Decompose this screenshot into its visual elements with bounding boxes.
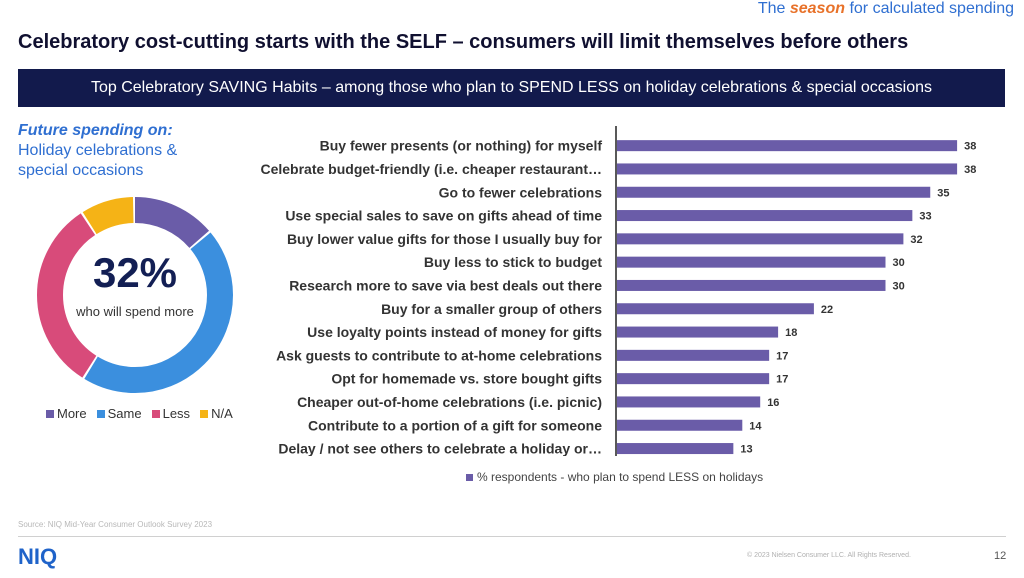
- category-label: Research more to save via best deals out…: [289, 277, 602, 293]
- donut-legend-item: Same: [96, 406, 142, 421]
- donut-center-value: 32%: [92, 249, 178, 296]
- data-label: 18: [785, 327, 797, 339]
- bar: [617, 140, 958, 152]
- category-label: Use loyalty points instead of money for …: [307, 324, 602, 340]
- tagline-post: for calculated spending: [845, 0, 1014, 17]
- tagline-pre: The: [757, 0, 790, 17]
- category-label: Buy less to stick to budget: [424, 254, 602, 270]
- page-title: Celebratory cost-cutting starts with the…: [18, 31, 909, 53]
- bar: [617, 279, 886, 291]
- category-label: Delay / not see others to celebrate a ho…: [278, 441, 602, 456]
- bar: [617, 163, 958, 175]
- donut-legend-swatch: [151, 409, 160, 418]
- chart-banner: Top Celebratory SAVING Habits – among th…: [18, 69, 1005, 107]
- bar-legend-swatch: [466, 473, 473, 481]
- bar-chart-legend: % respondents - who plan to spend LESS o…: [466, 470, 763, 484]
- future-spending-title: Future spending on:: [18, 122, 173, 139]
- copyright: © 2023 Nielsen Consumer LLC. All Rights …: [747, 552, 911, 559]
- donut-chart: [37, 197, 233, 393]
- bar: [617, 396, 761, 408]
- category-label: Opt for homemade vs. store bought gifts: [331, 371, 602, 387]
- category-label: Use special sales to save on gifts ahead…: [285, 208, 602, 224]
- bar: [617, 373, 770, 385]
- tagline-emphasis: season: [789, 0, 845, 17]
- donut-legend-label: N/A: [211, 406, 233, 421]
- donut-legend-item: More: [46, 406, 87, 421]
- category-label: Cheaper out-of-home celebrations (i.e. p…: [297, 394, 602, 410]
- donut-legend-label: Same: [107, 406, 142, 421]
- category-label: Celebrate budget-friendly (i.e. cheaper …: [260, 161, 602, 177]
- bar-legend-label: % respondents - who plan to spend LESS o…: [477, 470, 764, 484]
- bar: [617, 326, 779, 338]
- donut-center: 32% who will spend more: [55, 249, 215, 320]
- data-label: 38: [964, 141, 976, 153]
- category-label: Ask guests to contribute to at-home cele…: [276, 347, 602, 363]
- bar: [617, 419, 743, 431]
- donut-slice-same: [37, 197, 233, 393]
- data-label: 35: [937, 187, 949, 199]
- donut-legend-item: N/A: [200, 406, 233, 421]
- bar: [617, 233, 904, 245]
- category-label: Buy for a smaller group of others: [381, 301, 602, 317]
- tagline: The season for calculated spending: [758, 0, 1014, 18]
- data-label: 13: [740, 444, 752, 456]
- donut-legend: More Same Less N/A: [46, 406, 233, 421]
- data-label: 38: [964, 164, 976, 176]
- donut-legend-label: Less: [162, 406, 191, 421]
- source-note: Source: NIQ Mid-Year Consumer Outlook Su…: [18, 520, 213, 529]
- bar-chart: Buy fewer presents (or nothing) for myse…: [260, 126, 976, 456]
- category-label: Contribute to a portion of a gift for so…: [308, 417, 602, 433]
- page-number: 12: [994, 550, 1007, 562]
- donut-legend-item: Less: [151, 406, 191, 421]
- donut-legend-swatch: [200, 409, 209, 418]
- category-label: Buy fewer presents (or nothing) for myse…: [320, 138, 603, 154]
- data-label: 33: [919, 211, 931, 223]
- bar: [617, 349, 770, 361]
- data-label: 32: [910, 234, 922, 246]
- donut-legend-swatch: [96, 409, 105, 418]
- donut-legend-swatch: [46, 409, 54, 418]
- category-label: Go to fewer celebrations: [439, 184, 603, 200]
- future-spending-subtitle: Holiday celebrations & special occasions: [18, 142, 178, 179]
- donut-legend-label: More: [57, 406, 87, 421]
- data-label: 30: [893, 280, 905, 292]
- donut-slice-less: [37, 197, 233, 393]
- future-spending-heading: Future spending on: Holiday celebrations…: [18, 121, 218, 181]
- footer-divider: [18, 536, 1006, 537]
- data-label: 16: [767, 397, 779, 409]
- niq-logo: NIQ: [18, 544, 58, 569]
- data-label: 14: [749, 420, 762, 432]
- donut-slice-more: [37, 197, 233, 393]
- bar: [617, 186, 931, 198]
- data-label: 17: [776, 374, 788, 386]
- bar: [617, 443, 734, 455]
- bar: [617, 256, 886, 268]
- data-label: 17: [776, 350, 788, 362]
- data-label: 22: [821, 304, 833, 316]
- bar: [617, 303, 814, 315]
- category-label: Buy lower value gifts for those I usuall…: [287, 231, 603, 247]
- donut-center-label: who will spend more: [76, 304, 194, 319]
- bar: [617, 210, 913, 222]
- data-label: 30: [893, 257, 905, 269]
